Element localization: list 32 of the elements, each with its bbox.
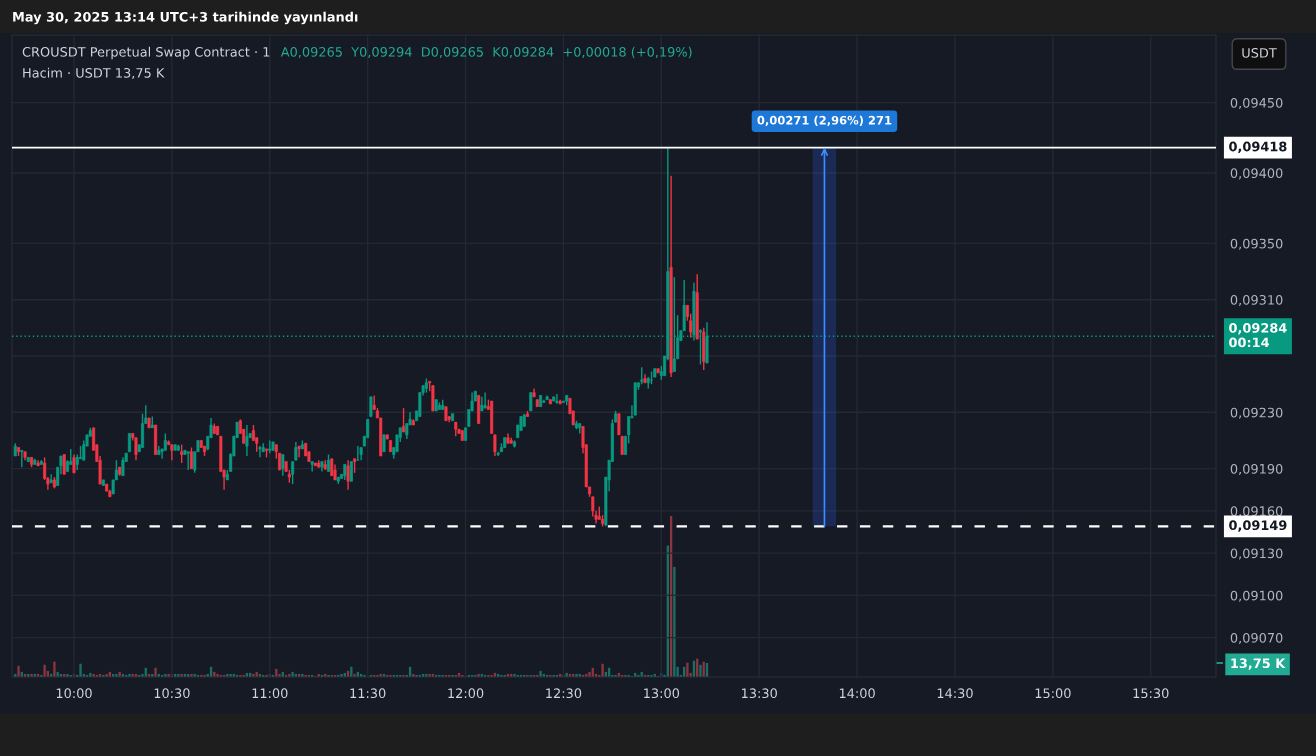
text: Hacim · USDT 13,75 K	[23, 67, 165, 80]
x-tick-label: 10:00	[56, 688, 92, 699]
x-tick-label: 10:30	[154, 688, 190, 699]
y-tick-label: 0,09190	[1230, 463, 1283, 476]
y-tick-label: 0,09230	[1230, 407, 1283, 419]
y-tick-label: 0,09160	[1230, 506, 1283, 518]
y-tick-label: 0,09450	[1230, 97, 1283, 109]
x-tick-label: 15:30	[1133, 688, 1169, 699]
x-tick-label: 12:00	[448, 688, 484, 699]
ref-line-label: 0,09149	[1229, 520, 1287, 532]
text: CROUSDT Perpetual Swap Contract · 1	[22, 46, 270, 60]
ref-line-label: 0,09418	[1229, 141, 1287, 154]
ref-line-label: 0,09284 00:14	[1229, 323, 1287, 348]
x-tick-label: 14:00	[839, 688, 875, 699]
y2-tick-label: 13,75 K	[1231, 658, 1286, 670]
annotation: A0,09265 Y0,09294 D0,09265 K0,09284 +0,00018 (+0,19%)	[280, 46, 692, 59]
text: USDT	[1242, 47, 1277, 58]
y-tick-label: 0,09400	[1230, 168, 1283, 180]
x-tick-label: 13:00	[644, 688, 680, 699]
x-tick-label: 13:30	[742, 688, 777, 699]
x-tick-label: 15:00	[1035, 688, 1071, 699]
x-tick-label: 14:30	[937, 688, 973, 699]
y-tick-label: 0,09350	[1230, 238, 1283, 250]
annotation: 0,00271 (2,96%) 271	[757, 115, 892, 127]
x-tick-label: 11:00	[252, 688, 288, 699]
y-tick-label: 0,09070	[1230, 632, 1283, 644]
y-tick-label: 0,09310	[1230, 295, 1283, 307]
x-tick-label: 11:30	[350, 688, 386, 699]
y-tick-label: 0,09130	[1230, 548, 1283, 560]
text: May 30, 2025 13:14 UTC+3 tarihinde yayınlandı	[13, 11, 358, 25]
x-tick-label: 12:30	[546, 688, 582, 699]
y-tick-label: 0,09100	[1230, 590, 1283, 602]
